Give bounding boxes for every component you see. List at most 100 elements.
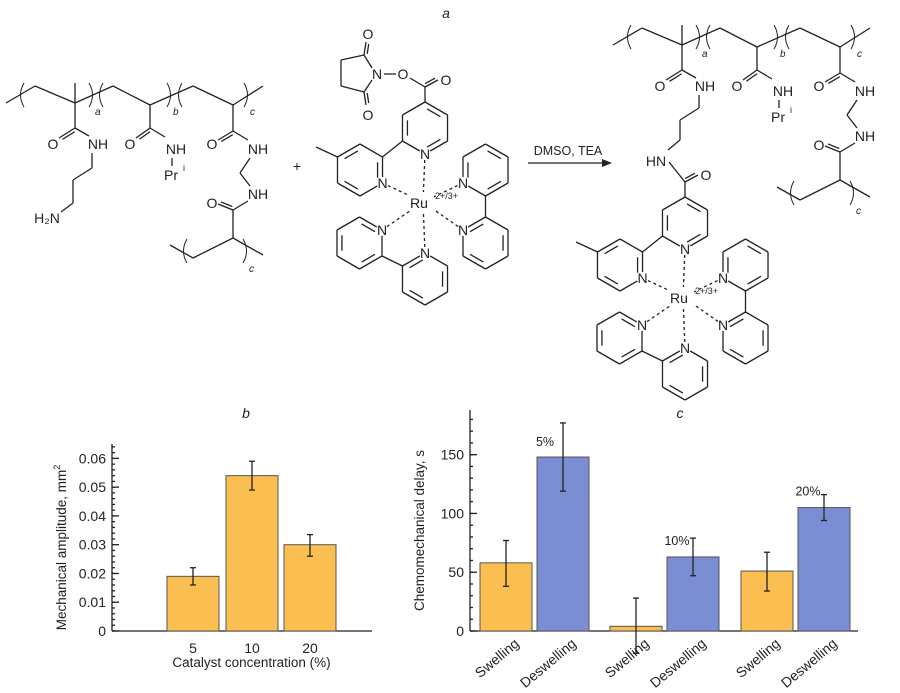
ring-bond — [336, 216, 360, 231]
ring-double-bond — [487, 180, 502, 190]
ring-bond — [619, 350, 643, 365]
subscript-c: c — [856, 206, 861, 217]
subscript-a: a — [702, 49, 708, 60]
double-bond — [217, 203, 234, 211]
methyl-bond — [315, 146, 338, 158]
ring-bond — [722, 238, 746, 253]
y-axis-label: Chemomechanical delay, s — [412, 450, 427, 611]
ring-double-bond — [747, 275, 762, 285]
nh-label: NH — [855, 83, 875, 99]
biaryl-bond — [641, 350, 663, 362]
bond — [340, 54, 365, 61]
ring-double-bond — [344, 150, 359, 160]
coordination-bond — [422, 211, 426, 254]
ring-double-bond — [426, 138, 441, 148]
label-mask — [636, 319, 648, 331]
subscript-c: c — [250, 107, 255, 118]
ring-double-bond — [409, 289, 424, 299]
ring-double-bond — [621, 318, 636, 328]
polymer-backbone: a b c O NH H₂N O NH Pr i O NH NH Oc — [5, 82, 268, 275]
close-bracket — [850, 24, 855, 50]
bond — [239, 172, 251, 187]
open-bracket — [706, 24, 711, 50]
coordination-bond — [641, 301, 676, 326]
isopropyl-superscript: i — [790, 105, 792, 115]
label-mask — [408, 192, 434, 210]
ring-bond — [745, 277, 769, 292]
bond — [681, 69, 697, 79]
ring-bond — [662, 196, 686, 211]
double-bond — [220, 201, 233, 208]
ruthenium-charge: 2+/3+ — [435, 191, 458, 201]
x-tick-label: Deswelling — [647, 635, 709, 691]
double-bond — [665, 69, 683, 81]
isopropyl-label: Pr — [771, 109, 785, 125]
nh-label: NH — [855, 128, 875, 144]
label-mask — [419, 148, 431, 160]
x-tick-label: Swelling — [602, 635, 652, 681]
open-bracket — [790, 180, 795, 206]
ring-double-bond — [729, 348, 744, 358]
bond — [340, 85, 365, 93]
x-tick-label: 10 — [244, 640, 260, 656]
ru-bipyridine-complex: N N N N N N Ru 2+/3+ — [315, 101, 509, 306]
close-bracket — [695, 24, 700, 50]
ring-bond — [722, 350, 746, 365]
ring-bond — [402, 291, 426, 306]
backbone-bond — [169, 244, 194, 259]
backbone-bond — [641, 27, 683, 46]
ring-double-bond — [487, 150, 502, 160]
bar — [797, 507, 851, 632]
ring-double-bond — [469, 253, 484, 263]
oxygen-label: O — [814, 78, 825, 94]
coordination-bond — [689, 301, 724, 326]
ring-bond — [462, 143, 486, 158]
ring-bond — [424, 101, 448, 116]
backbone-bond — [719, 27, 758, 48]
double-bond — [221, 134, 234, 143]
subscript-b: b — [780, 49, 786, 60]
bond — [74, 127, 90, 137]
ring-bond — [596, 311, 620, 326]
double-bond — [746, 73, 758, 82]
ring-double-bond — [621, 348, 636, 358]
bond — [72, 167, 93, 181]
ring-bond — [745, 350, 769, 365]
backbone-bond — [756, 27, 801, 48]
biaryl-bond — [642, 235, 663, 253]
close-bracket — [242, 238, 247, 264]
double-bond — [669, 73, 683, 82]
plus-sign: + — [293, 158, 301, 174]
double-bond — [366, 43, 370, 54]
ring-bond — [684, 196, 708, 211]
bond — [60, 202, 74, 213]
open-bracket — [627, 24, 632, 50]
double-bond — [217, 130, 234, 141]
ring-bond — [462, 255, 486, 270]
ring-bond — [745, 311, 769, 326]
panel-label-c: c — [677, 405, 684, 421]
close-bracket — [773, 24, 778, 50]
hn-label: HN — [646, 153, 666, 169]
nitrogen-label: N — [680, 340, 690, 356]
bar — [283, 544, 337, 632]
backbone-bond — [681, 27, 721, 46]
y-axis-label-superscript: 2 — [52, 465, 62, 470]
nh-label: NH — [773, 83, 793, 99]
double-bond — [684, 174, 699, 183]
ring-bond — [424, 291, 448, 306]
y-tick-label: 0 — [98, 623, 106, 639]
open-bracket — [178, 82, 183, 108]
reaction-conditions: DMSO, TEA — [534, 144, 603, 158]
double-bond — [824, 72, 841, 83]
ring-bond — [619, 238, 643, 253]
ring-double-bond — [361, 223, 376, 233]
backbone-bond — [192, 85, 234, 106]
y-axis-label: Mechanical amplitude, mm2 — [52, 465, 69, 631]
backbone-bond — [776, 186, 801, 201]
oxygen-label: O — [655, 78, 666, 94]
oxygen-label: O — [732, 78, 743, 94]
oxygen-label: O — [814, 137, 825, 153]
close-bracket — [849, 180, 854, 206]
bar — [225, 475, 279, 632]
